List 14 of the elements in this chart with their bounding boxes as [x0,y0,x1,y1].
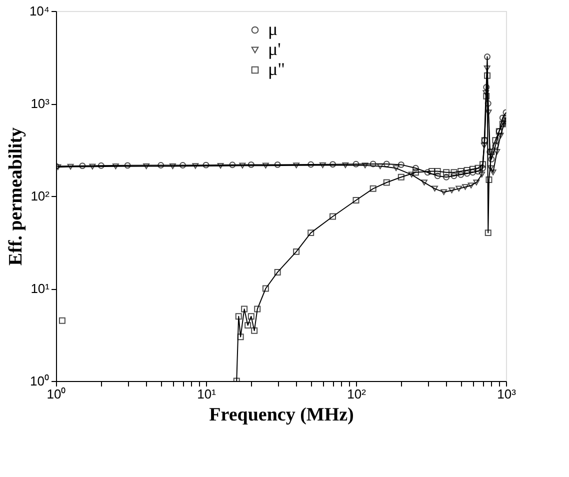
x-axis-title: Frequency (MHz) [209,404,354,426]
y-tick-label: 10¹ [30,281,50,296]
legend-label: μ' [268,39,281,59]
legend-label: μ [268,19,278,39]
y-tick-label: 10⁰ [30,374,50,388]
x-tick-label: 10⁰ [46,386,66,402]
y-tick-label: 10² [30,188,50,204]
x-tick-label: 10² [347,386,367,402]
y-tick-label: 10³ [30,96,50,111]
x-tick-label: 10¹ [197,386,217,402]
legend-label: μ" [268,59,285,79]
x-tick-label: 10³ [497,386,517,402]
y-tick-label: 10⁴ [29,4,50,18]
y-axis-title: Eff. permeability [5,126,26,266]
